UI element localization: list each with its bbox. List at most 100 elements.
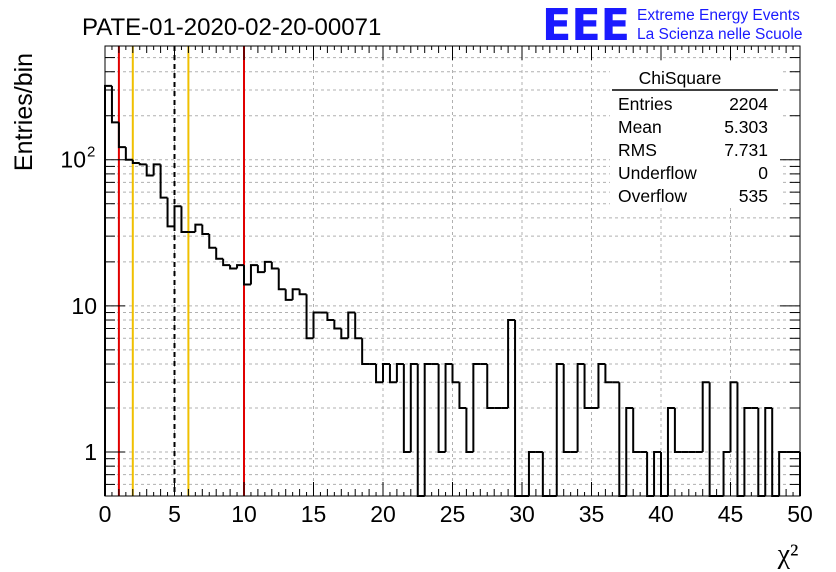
histogram-bin (764, 407, 773, 496)
histogram-bin (388, 364, 397, 384)
histogram-bin (263, 260, 272, 273)
histogram-bin (208, 234, 217, 249)
histogram-bin (124, 147, 133, 161)
x-tick-label: 45 (718, 501, 744, 527)
histogram-bin (110, 85, 119, 124)
threshold-lines (117, 46, 245, 496)
histogram-bin (138, 162, 147, 166)
stats-mean-value: 5.303 (724, 117, 768, 137)
histogram-bin (382, 363, 390, 383)
logo-letters: EEE (542, 0, 630, 51)
stats-entries-label: Entries (618, 94, 673, 114)
histogram-bin (673, 408, 682, 454)
histogram-bin (583, 364, 592, 410)
histogram-bin (256, 265, 265, 274)
histogram-bin (486, 364, 495, 410)
stats-title: ChiSquare (639, 68, 722, 88)
grid (105, 45, 800, 497)
x-tick-label: 20 (370, 501, 396, 527)
histogram-bin (576, 363, 585, 453)
histogram-bin (270, 261, 279, 270)
x-tick-label: 10 (231, 501, 257, 527)
chart-title: PATE-01-2020-02-20-00071 (82, 14, 381, 41)
histogram-bin (166, 197, 175, 228)
x-tick-label: 50 (787, 501, 813, 527)
histogram-bin (507, 319, 516, 409)
histogram-bin (625, 407, 634, 496)
axis-ticks (104, 45, 801, 497)
histogram-bin (291, 288, 300, 300)
y-tick-label: 10 (60, 147, 86, 173)
stats-rms-label: RMS (618, 140, 657, 160)
histogram-bin (375, 364, 383, 384)
y-axis-label: Entries/bin (10, 53, 38, 171)
stats-underflow-value: 0 (758, 163, 768, 183)
histogram-bin (604, 364, 613, 384)
histogram-bin (347, 311, 356, 339)
y-tick-label: 10 (71, 293, 97, 319)
eee-logo: EEE Extreme Energy Events La Scienza nel… (542, 0, 802, 51)
histogram-bin (458, 382, 467, 410)
x-tick-label: 30 (509, 501, 535, 527)
histogram-bin (597, 363, 606, 409)
stats-mean-label: Mean (618, 117, 662, 137)
stats-box: ChiSquare Entries 2204 Mean 5.303 RMS 7.… (610, 62, 780, 207)
x-tick-label: 25 (440, 501, 466, 527)
histogram-bin (305, 294, 314, 340)
histogram-bin (333, 320, 342, 330)
histogram-bin (201, 224, 210, 236)
histogram-bin (472, 363, 481, 453)
x-tick-label: 15 (301, 501, 327, 527)
histogram-bin (736, 382, 745, 497)
histogram-bin (298, 289, 307, 296)
x-tick-label: 40 (648, 501, 674, 527)
x-tick-labels: 0 5 10 15 20 25 30 35 40 45 50 (99, 501, 813, 527)
histogram-bin (743, 407, 752, 496)
histogram-bin (701, 381, 710, 453)
histogram-bin (340, 328, 349, 340)
histogram-bin (152, 163, 161, 176)
stats-overflow-label: Overflow (618, 186, 687, 206)
histogram-bin (708, 382, 717, 497)
histogram-bin (423, 363, 432, 496)
histogram-bin (444, 363, 453, 453)
histogram-bin (555, 363, 564, 496)
histogram-bin (402, 364, 411, 454)
histogram-bin (104, 84, 112, 496)
histogram-bin (653, 451, 661, 496)
histogram-bin (722, 451, 731, 496)
logo-line2: La Scienza nelle Scuole (637, 26, 802, 43)
histogram-bin (284, 289, 293, 301)
stats-underflow-label: Underflow (618, 163, 697, 183)
logo-line1: Extreme Energy Events (637, 7, 800, 24)
histogram-bin (361, 338, 370, 366)
histogram-bin (117, 122, 126, 149)
histogram-bin (131, 159, 140, 164)
stats-overflow-value: 535 (739, 186, 768, 206)
histogram-bin (451, 364, 460, 384)
histogram-bin (159, 164, 168, 199)
histogram-bin (527, 451, 536, 496)
histogram-bin (173, 205, 182, 227)
histogram-bin (229, 265, 238, 270)
histogram-bin (180, 206, 189, 234)
histogram-bin (222, 258, 231, 267)
histogram-bin (409, 363, 418, 453)
y-tick-label: 1 (84, 439, 97, 465)
histogram-bin (243, 265, 251, 286)
histogram-bin (277, 268, 286, 291)
histogram-bin (326, 312, 335, 322)
x-tick-label: 5 (168, 501, 181, 527)
stats-entries-value: 2204 (729, 94, 768, 114)
histogram-bin (354, 312, 363, 340)
histogram-bin (729, 381, 738, 453)
histogram-bin (249, 264, 258, 285)
x-tick-label: 35 (579, 501, 605, 527)
histogram-bin (416, 364, 425, 497)
histogram-bin (666, 407, 675, 496)
histogram-bin (236, 264, 244, 269)
y-tick-exponent: 2 (87, 144, 95, 161)
histogram-bin (437, 364, 446, 454)
